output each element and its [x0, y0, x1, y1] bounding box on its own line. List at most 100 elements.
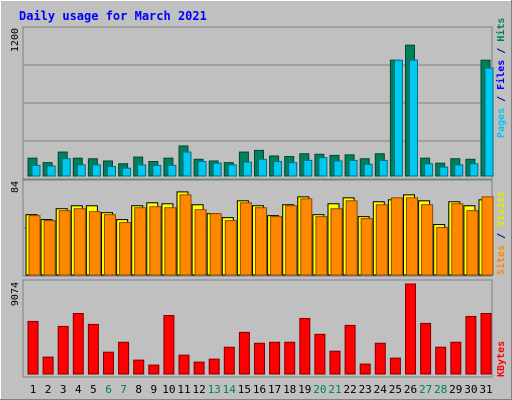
sites-bar-day-9: [149, 206, 162, 276]
kbytes-bar-day-21: [329, 350, 341, 375]
pages-bar-day-24: [378, 159, 388, 177]
sites-bar-day-19: [300, 198, 313, 276]
day-label-16: 16: [253, 383, 266, 396]
day-label-15: 15: [238, 383, 251, 396]
kbytes-bar-day-31: [480, 312, 492, 375]
day-label-1: 1: [30, 383, 37, 396]
pages-bar-day-13: [212, 162, 222, 177]
kbytes-bar-day-16: [254, 342, 265, 375]
day-label-23: 23: [359, 383, 372, 396]
pages-bar-day-23: [363, 163, 373, 177]
day-label-8: 8: [135, 383, 142, 396]
kbytes-bar-day-14: [223, 346, 235, 375]
day-label-22: 22: [343, 383, 356, 396]
day-label-3: 3: [60, 383, 67, 396]
pages-bar-day-12: [197, 161, 207, 177]
kbytes-bar-day-23: [359, 363, 371, 375]
pages-bar-day-21: [333, 160, 343, 177]
kbytes-bar-day-5: [87, 323, 99, 375]
kbytes-bar-day-26: [405, 283, 416, 375]
pages-bar-day-17: [273, 161, 283, 177]
legend-part-3: /: [496, 42, 507, 60]
day-label-6: 6: [105, 383, 112, 396]
day-label-26: 26: [404, 383, 417, 396]
legend-part-2: Files: [495, 60, 507, 90]
pages-bar-day-20: [318, 157, 328, 177]
sites-bar-day-13: [209, 213, 222, 276]
sites-bar-day-16: [255, 207, 267, 276]
sites-bar-day-22: [345, 200, 358, 276]
sites-bar-day-1: [28, 215, 41, 276]
panel-visits-bars: [25, 191, 494, 276]
kbytes-bar-day-15: [238, 331, 250, 375]
kbytes-bar-day-4: [72, 312, 84, 375]
pages-bar-day-16: [258, 158, 267, 177]
kbytes-bar-day-28: [435, 346, 447, 375]
kbytes-bar-day-20: [314, 333, 326, 375]
sites-bar-day-10: [164, 207, 177, 276]
sites-bar-day-24: [375, 204, 388, 276]
legend-part-0: KBytes: [496, 341, 507, 377]
kbytes-bar-day-2: [42, 356, 54, 375]
pages-bar-day-29: [454, 164, 464, 177]
kbytes-bar-day-13: [208, 358, 220, 375]
legend-part-1: /: [496, 90, 507, 108]
kbytes-bar-day-7: [118, 341, 130, 375]
pages-bar-day-8: [137, 164, 147, 177]
sites-bar-day-31: [481, 196, 494, 276]
day-label-5: 5: [90, 383, 97, 396]
day-label-20: 20: [313, 383, 326, 396]
sites-bar-day-4: [73, 208, 86, 276]
pages-bar-day-10: [167, 164, 177, 177]
legend-part-0: Pages: [496, 108, 507, 138]
kbytes-legend: KBytes: [496, 341, 507, 377]
sites-bar-day-17: [270, 216, 283, 276]
pages-bar-day-22: [348, 159, 358, 177]
pages-bar-day-7: [122, 167, 132, 177]
day-label-24: 24: [374, 383, 388, 396]
day-label-28: 28: [434, 383, 447, 396]
kbytes-bar-day-18: [284, 341, 296, 375]
kbytes-bar-day-6: [103, 351, 114, 375]
kbytes-bar-day-9: [148, 364, 160, 375]
visits-legend: Sites / Visits: [495, 191, 507, 275]
sites-bar-day-7: [119, 222, 132, 276]
pages-bar-day-28: [439, 166, 449, 177]
panel-kbytes-bars: [27, 283, 492, 375]
kbytes-bar-day-19: [299, 317, 311, 375]
day-label-17: 17: [268, 383, 281, 396]
day-label-25: 25: [389, 383, 402, 396]
day-label-19: 19: [298, 383, 311, 396]
pages-bar-day-18: [288, 162, 298, 177]
day-label-9: 9: [150, 383, 157, 396]
day-label-7: 7: [120, 383, 127, 396]
day-label-2: 2: [45, 383, 52, 396]
kbytes-bar-day-30: [465, 315, 477, 375]
day-label-29: 29: [449, 383, 462, 396]
pages-bar-day-27: [424, 163, 434, 177]
chart-title: Daily usage for March 2021: [19, 9, 207, 23]
hits-legend: Pages / Files / Hits: [495, 18, 507, 138]
kbytes-bar-day-8: [133, 359, 145, 375]
sites-bar-day-30: [466, 210, 479, 276]
sites-bar-day-27: [421, 204, 434, 276]
day-label-11: 11: [177, 383, 190, 396]
day-label-21: 21: [328, 383, 341, 396]
kbytes-bar-day-1: [27, 320, 39, 375]
sites-bar-day-14: [224, 220, 237, 276]
pages-bar-day-19: [303, 159, 313, 177]
sites-bar-day-28: [436, 227, 449, 276]
kbytes-bar-day-10: [163, 314, 175, 375]
kbytes-bar-day-3: [57, 325, 69, 375]
sites-bar-day-15: [239, 202, 252, 276]
sites-bar-day-21: [330, 208, 343, 276]
day-label-14: 14: [223, 383, 237, 396]
kbytes-ymax-label: 9074: [10, 282, 21, 306]
day-label-12: 12: [192, 383, 205, 396]
sites-bar-day-11: [179, 194, 192, 276]
day-label-18: 18: [283, 383, 296, 396]
legend-part-1: /: [496, 227, 507, 245]
pages-bar-day-26: [409, 59, 418, 177]
pages-bar-day-3: [61, 158, 71, 177]
